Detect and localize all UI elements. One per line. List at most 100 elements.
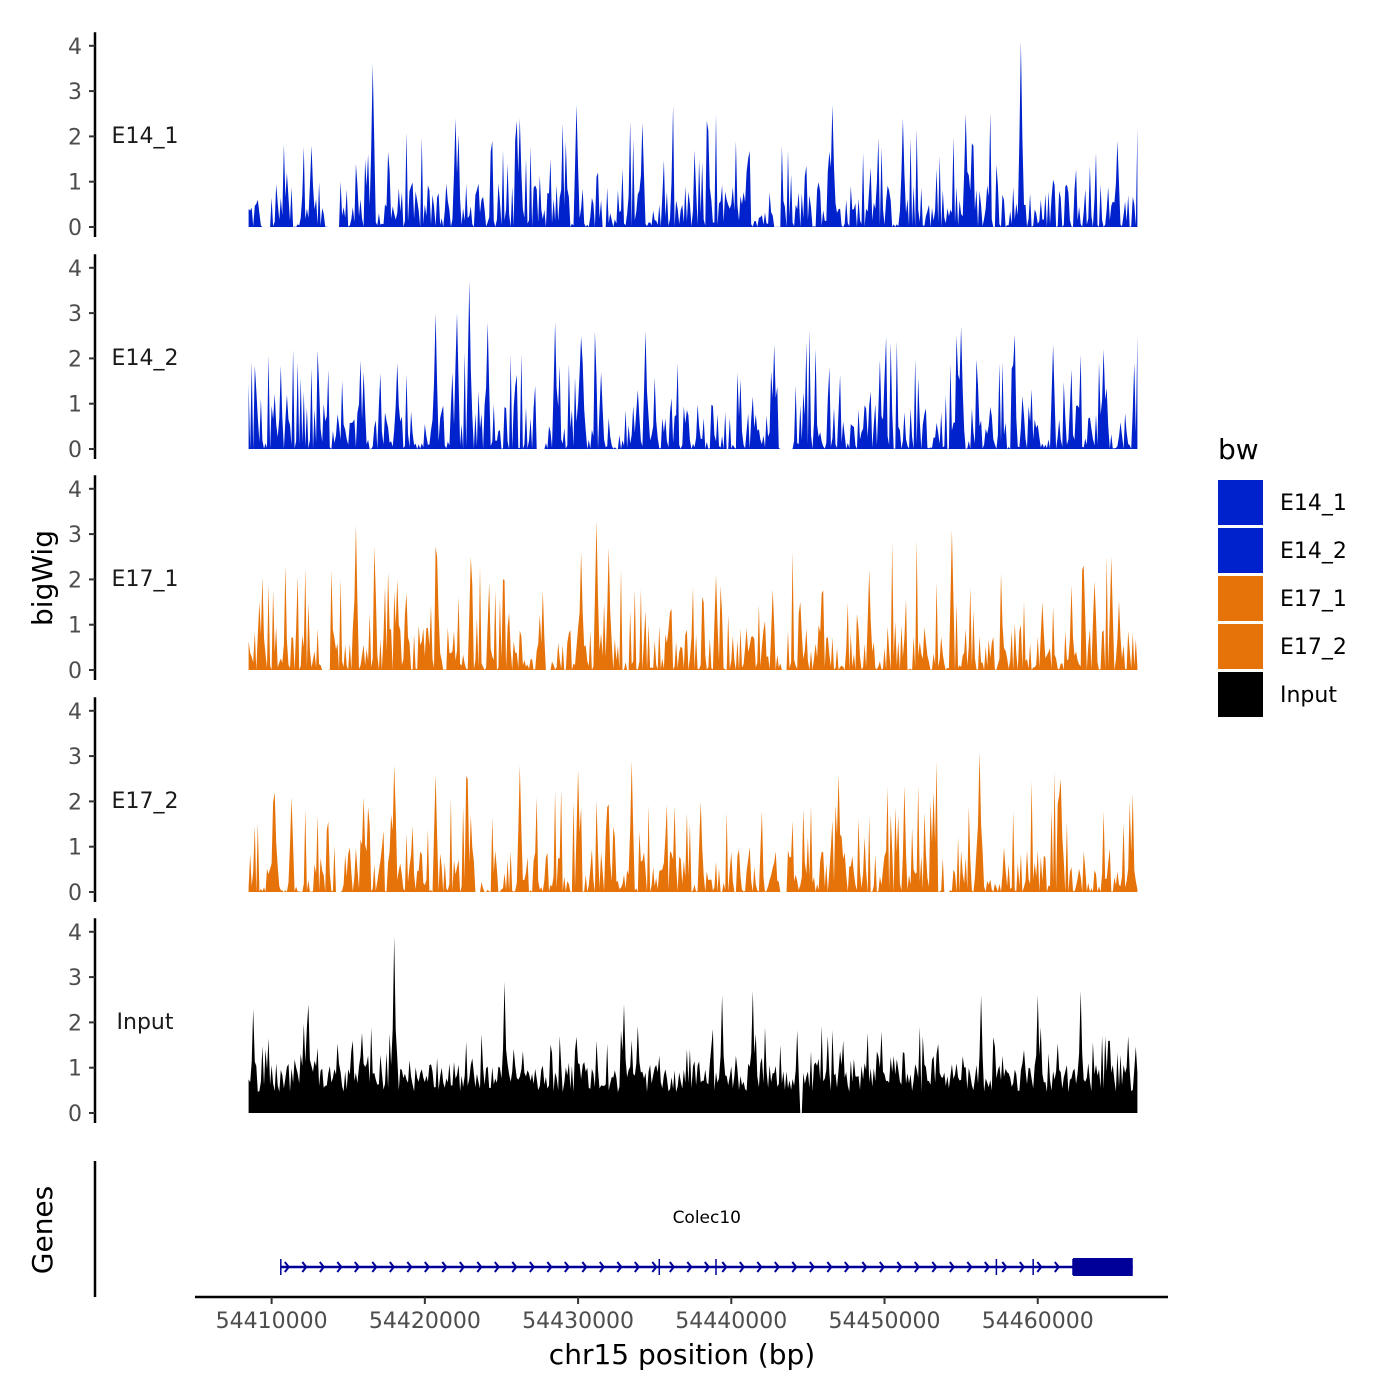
legend-item-input: Input (1218, 672, 1337, 717)
y-tick-label: 2 (68, 1011, 82, 1036)
strand-arrow (476, 1261, 483, 1273)
legend-label: Input (1280, 683, 1337, 708)
legend-title: bw (1218, 433, 1259, 466)
strand-arrow (949, 1261, 956, 1273)
coverage-area-input (248, 936, 1138, 1113)
strand-arrow (459, 1261, 466, 1273)
y-tick-label: 0 (68, 216, 82, 241)
y-tick-label: 0 (68, 438, 82, 463)
cds-block (1072, 1258, 1133, 1276)
strand-arrow (564, 1261, 571, 1273)
y-tick-label: 2 (68, 125, 82, 150)
strand-arrow (791, 1261, 798, 1273)
strand-arrow (739, 1261, 746, 1273)
gene-track: Colec10 (93, 1161, 1133, 1297)
tracks-layer: 0 1 2 3 4 E14_1 0 1 2 3 4 E14_2 0 1 2 3 4 E17_1 0 1 2 3 4 E17_2… (68, 32, 1138, 1127)
legend-swatch (1218, 672, 1263, 717)
strand-arrow (616, 1261, 623, 1273)
y-tick-label: 3 (68, 302, 82, 327)
strand-arrow (389, 1261, 396, 1273)
y-tick-label: 4 (68, 700, 82, 725)
strand-arrow (809, 1261, 816, 1273)
x-tick-label: 54430000 (522, 1309, 634, 1334)
strand-arrow (896, 1261, 903, 1273)
strand-arrow (1001, 1261, 1008, 1273)
track-e14-2: 0 1 2 3 4 E14_2 (68, 254, 1138, 463)
strand-arrow (1019, 1261, 1026, 1273)
track-label-e14-1: E14_1 (112, 124, 179, 149)
track-e17-2: 0 1 2 3 4 E17_2 (68, 697, 1138, 906)
coverage-area-e17-1 (248, 520, 1138, 670)
coverage-area-e14-2 (248, 281, 1138, 449)
strand-arrow (844, 1261, 851, 1273)
y-tick-label: 2 (68, 568, 82, 593)
y-axis-title: bigWig (26, 530, 59, 626)
legend-item-e14-2: E14_2 (1218, 528, 1347, 573)
y-tick-label: 3 (68, 966, 82, 991)
y-tick-label: 3 (68, 745, 82, 770)
strand-arrow (581, 1261, 588, 1273)
track-e14-1: 0 1 2 3 4 E14_1 (68, 32, 1138, 241)
strand-arrow (1036, 1261, 1043, 1273)
y-tick-label: 4 (68, 257, 82, 282)
strand-arrow (704, 1261, 711, 1273)
x-tick-label: 54420000 (369, 1309, 481, 1334)
strand-arrow (879, 1261, 886, 1273)
strand-arrow (966, 1261, 973, 1273)
y-tick-label: 2 (68, 790, 82, 815)
x-axis-title: chr15 position (bp) (549, 1338, 815, 1371)
strand-arrow (826, 1261, 833, 1273)
strand-arrow (931, 1261, 938, 1273)
strand-arrow (371, 1261, 378, 1273)
strand-arrow (529, 1261, 536, 1273)
y-tick-label: 1 (68, 836, 82, 861)
y-tick-label: 0 (68, 1102, 82, 1127)
y-tick-label: 1 (68, 171, 82, 196)
strand-arrow (599, 1261, 606, 1273)
y-tick-label: 4 (68, 35, 82, 60)
legend-item-e17-1: E17_1 (1218, 576, 1347, 621)
legend-item-e17-2: E17_2 (1218, 624, 1347, 669)
y-tick-label: 1 (68, 393, 82, 418)
legend-label: E14_2 (1280, 539, 1347, 564)
legend-label: E17_2 (1280, 635, 1347, 660)
track-e17-1: 0 1 2 3 4 E17_1 (68, 475, 1138, 684)
strand-arrow (914, 1261, 921, 1273)
strand-arrow (669, 1261, 676, 1273)
track-input: 0 1 2 3 4 Input (68, 918, 1138, 1127)
genes-axis-title: Genes (26, 1186, 59, 1274)
y-tick-label: 1 (68, 1057, 82, 1082)
x-tick-label: 54460000 (982, 1309, 1094, 1334)
y-tick-label: 3 (68, 80, 82, 105)
strand-arrow (756, 1261, 763, 1273)
track-label-e17-1: E17_1 (112, 567, 179, 592)
strand-arrow (546, 1261, 553, 1273)
track-label-e14-2: E14_2 (112, 346, 179, 371)
legend-swatch (1218, 480, 1263, 525)
legend-swatch (1218, 576, 1263, 621)
legend-label: E17_1 (1280, 587, 1347, 612)
x-tick-label: 54410000 (216, 1309, 328, 1334)
legend-label: E14_1 (1280, 491, 1347, 516)
legend-item-e14-1: E14_1 (1218, 480, 1347, 525)
gene-name: Colec10 (673, 1208, 741, 1228)
strand-arrow (284, 1261, 291, 1273)
strand-arrow (336, 1261, 343, 1273)
strand-arrow (651, 1261, 658, 1273)
legend: bw E14_1 E14_2 E17_1 E17_2 Input (1218, 433, 1347, 717)
legend-swatch (1218, 624, 1263, 669)
y-tick-label: 1 (68, 614, 82, 639)
coverage-area-e17-2 (248, 751, 1138, 892)
y-tick-label: 0 (68, 881, 82, 906)
y-tick-label: 0 (68, 659, 82, 684)
strand-arrow (406, 1261, 413, 1273)
strand-arrow (319, 1261, 326, 1273)
y-tick-label: 4 (68, 478, 82, 503)
x-tick-label: 54450000 (829, 1309, 941, 1334)
y-tick-label: 2 (68, 347, 82, 372)
strand-arrow (441, 1261, 448, 1273)
x-axis: 54410000 54420000 54430000 54440000 54450000… (195, 1295, 1168, 1334)
strand-arrow (301, 1261, 308, 1273)
strand-arrow (721, 1261, 728, 1273)
